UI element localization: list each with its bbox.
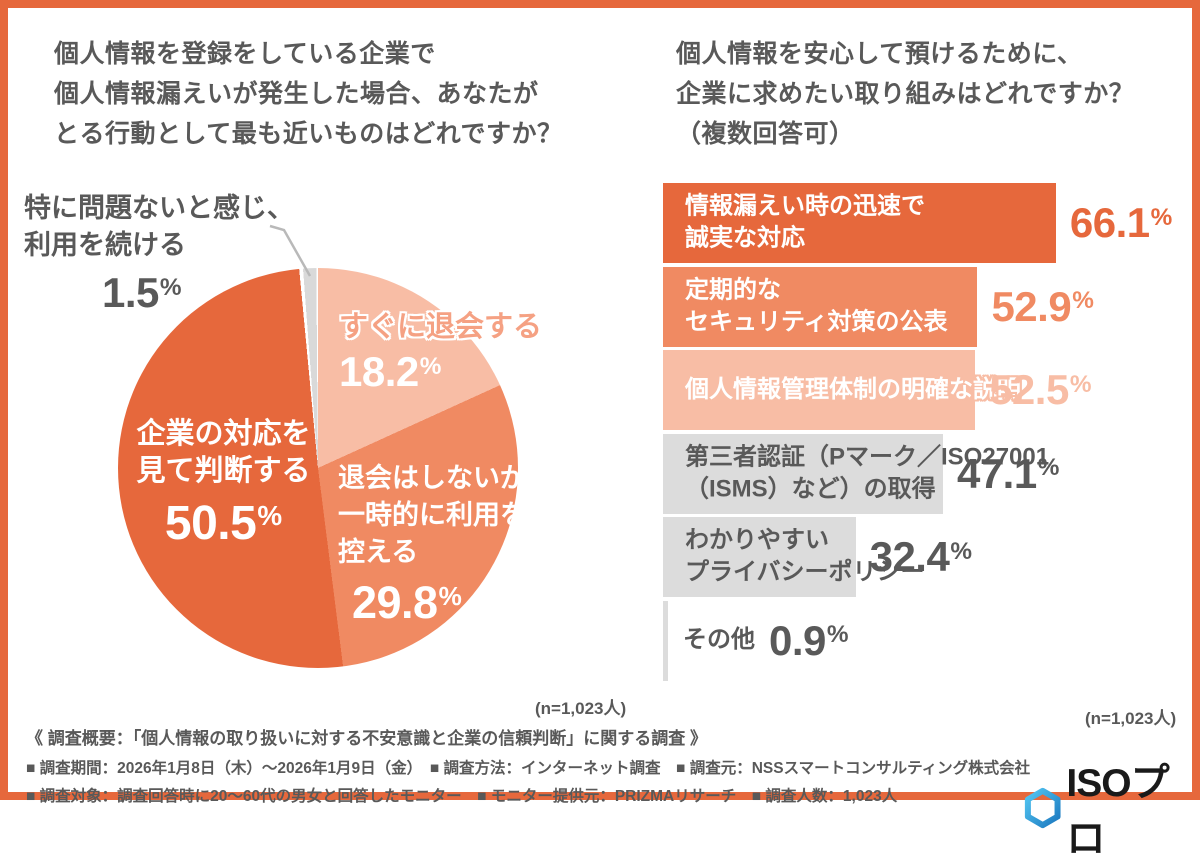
slice-value: 18.2% bbox=[339, 348, 442, 395]
survey-overview-title: 《 調査概要：「個人情報の取り扱いに対する不安意識と企業の信頼判断」に関する調査… bbox=[26, 729, 707, 748]
survey-overview-block: 《 調査概要：「個人情報の取り扱いに対する不安意識と企業の信頼判断」に関する調査… bbox=[26, 724, 1030, 812]
pie-label-quit-immediately: すぐに退会する 18.2% bbox=[339, 303, 542, 396]
bar-row-security-disclosure: 定期的な セキュリティ対策の公表 52.9% bbox=[663, 266, 1198, 347]
bar-value: 66.1% bbox=[1069, 199, 1173, 246]
pie-label-continue-usage: 特に問題ないと感じ、 利用を続ける 1.5% bbox=[24, 190, 294, 317]
bar-row-privacy-policy: わかりやすい プライバシーポリシー 32.4% bbox=[663, 517, 1198, 597]
slice-value: 1.5% bbox=[102, 269, 182, 316]
bar-value: 0.9% bbox=[769, 616, 849, 664]
callout-line bbox=[269, 224, 312, 277]
bar-label: その他 bbox=[683, 626, 755, 654]
bar-value: 52.9% bbox=[991, 282, 1094, 330]
survey-detail-line-1: ■ 調査期間：2026年1月8日（木）～2026年1月9日（金） ■ 調査方法：… bbox=[26, 760, 1031, 777]
bar-row-other: その他 0.9% bbox=[663, 600, 1198, 681]
pie-label-judge-by-response: 企業の対応を 見て判断する 50.5% bbox=[136, 416, 311, 551]
bar-row-honest-response: 情報漏えい時の迅速で 誠実な対応 66.1% bbox=[663, 183, 1198, 263]
pie-label-pause-usage: 退会はしないが 一時的に利用を 控える 29.8% bbox=[338, 460, 527, 629]
slice-value: 50.5% bbox=[164, 497, 283, 550]
logo-text: ISOプロ bbox=[1066, 762, 1169, 861]
sample-size-right: (n=1,023人) bbox=[1085, 709, 1177, 728]
pie-chart bbox=[118, 268, 518, 668]
bar-row-third-party-certification: 第三者認証（Pマーク／ISO27001 （ISMS）など）の取得 47.1% bbox=[663, 433, 1198, 514]
bar-value: 52.5% bbox=[989, 366, 1092, 413]
bar-value: 47.1% bbox=[956, 449, 1060, 497]
slice-value: 29.8% bbox=[352, 577, 462, 628]
bar-label: 第三者認証（Pマーク／ISO27001 （ISMS）など）の取得 bbox=[685, 443, 1050, 503]
right-question-title: 個人情報を安心して預けるために、 企業に求めたい取り組みはどれですか？ （複数回… bbox=[676, 40, 1135, 148]
bar bbox=[663, 350, 976, 430]
bar-label: 情報漏えい時の迅速で 誠実な対応 bbox=[685, 192, 925, 252]
slice-label: すぐに退会する bbox=[339, 311, 543, 343]
bar bbox=[663, 183, 1056, 263]
slice-label: 企業の対応を 見て判断する bbox=[136, 418, 311, 487]
bar bbox=[663, 600, 669, 681]
hexagon-logo-icon bbox=[1024, 787, 1061, 829]
bar bbox=[663, 517, 856, 597]
bar-label: 定期的な セキュリティ対策の公表 bbox=[685, 276, 948, 336]
bar-row-management-explanation: 個人情報管理体制の明確な説明 52.5% bbox=[663, 350, 1198, 430]
slice-label: 特に問題ないと感じ、 利用を続ける bbox=[24, 193, 294, 260]
bar-chart: 情報漏えい時の迅速で 誠実な対応 66.1% 定期的な セキュリティ対策の公表 … bbox=[663, 183, 1198, 684]
bar-value: 32.4% bbox=[869, 533, 973, 580]
slice-label: 退会はしないが 一時的に利用を 控える bbox=[338, 463, 527, 567]
left-question-title: 個人情報を登録をしている企業で 個人情報漏えいが発生した場合、あなたが とる行動… bbox=[54, 40, 563, 148]
bar bbox=[663, 433, 943, 514]
isopro-logo: ISOプロ bbox=[1023, 752, 1192, 864]
bar bbox=[663, 266, 978, 347]
bar-label: わかりやすい プライバシーポリシー bbox=[685, 526, 925, 586]
bar-label: 個人情報管理体制の明確な説明 bbox=[685, 375, 1021, 403]
survey-detail-line-2: ■ 調査対象：調査回答時に20～60代の男女と回答したモニター ■ モニター提供… bbox=[26, 788, 898, 805]
sample-size-left: (n=1,023人) bbox=[535, 699, 627, 718]
